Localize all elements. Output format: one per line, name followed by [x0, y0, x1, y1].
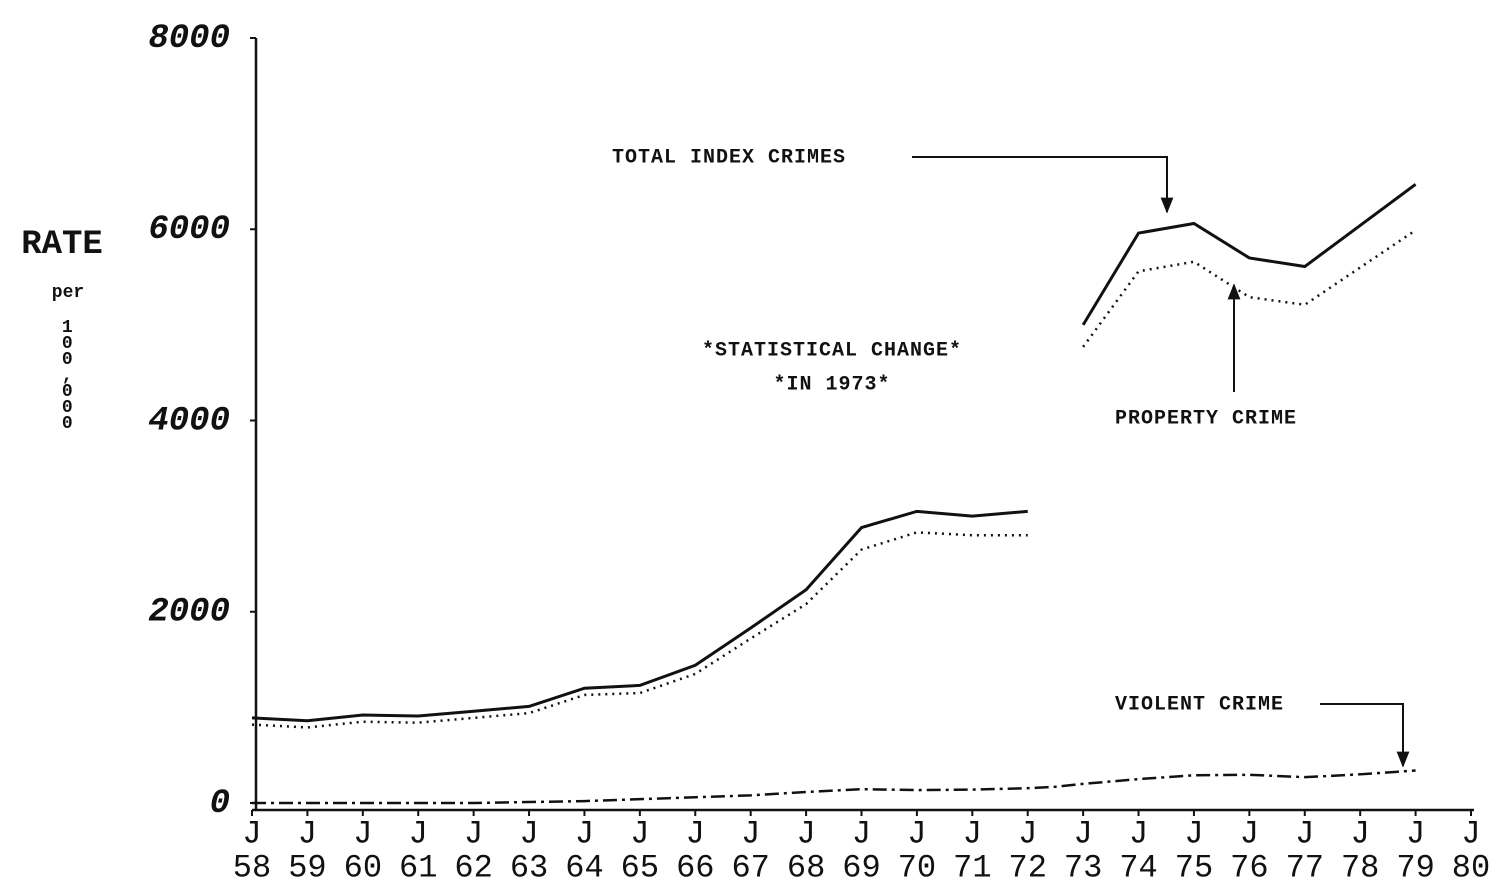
series-line: [251, 509, 1028, 723]
x-tick-prefix: J: [298, 815, 317, 852]
x-tick-prefix: J: [1129, 815, 1148, 852]
x-tick-prefix: J: [907, 815, 926, 852]
y-tick-label: 6000: [148, 211, 230, 249]
x-tick-prefix: J: [353, 815, 372, 852]
annotation: *IN 1973*: [773, 373, 890, 396]
x-tick-prefix: J: [796, 815, 815, 852]
x-tick-prefix: J: [630, 815, 649, 852]
series-line: [1082, 229, 1417, 348]
x-tick-label: 72: [1009, 849, 1047, 886]
x-tick-label: 62: [454, 849, 492, 886]
x-tick-label: 73: [1064, 849, 1102, 886]
series-line: [251, 531, 1028, 729]
x-tick-prefix: J: [575, 815, 594, 852]
y-tick-label: 4000: [148, 402, 230, 440]
y-axis-unit: 100,000: [57, 318, 77, 430]
x-tick-prefix: J: [1351, 815, 1370, 852]
x-tick-label: 58: [233, 849, 271, 886]
x-tick-label: 64: [565, 849, 603, 886]
x-tick-prefix: J: [686, 815, 705, 852]
annotation-arrow: [912, 156, 1174, 214]
x-tick-prefix: J: [1295, 815, 1314, 852]
x-tick-prefix: J: [1406, 815, 1425, 852]
x-tick-label: 80: [1452, 849, 1490, 886]
series-label: VIOLENT CRIME: [1115, 693, 1284, 716]
x-tick-label: 74: [1119, 849, 1157, 886]
x-tick-label: 76: [1230, 849, 1268, 886]
x-tick-prefix: J: [741, 815, 760, 852]
x-tick-prefix: J: [1240, 815, 1259, 852]
x-tick-prefix: J: [852, 815, 871, 852]
x-tick-label: 70: [898, 849, 936, 886]
x-tick-prefix: J: [409, 815, 428, 852]
x-tick-prefix: J: [963, 815, 982, 852]
x-tick-label: 67: [731, 849, 769, 886]
x-tick-label: 75: [1175, 849, 1213, 886]
y-tick-label: 2000: [148, 594, 230, 632]
y-tick-label: 0: [210, 785, 230, 823]
x-tick-prefix: J: [1018, 815, 1037, 852]
x-tick-label: 63: [510, 849, 548, 886]
annotation: *STATISTICAL CHANGE*: [702, 339, 962, 362]
x-tick-label: 79: [1396, 849, 1434, 886]
series-line: [252, 769, 1416, 805]
x-tick-label: 69: [842, 849, 880, 886]
series-label: TOTAL INDEX CRIMES: [612, 146, 846, 169]
x-tick-label: 71: [953, 849, 991, 886]
y-axis-label: RATE: [21, 226, 103, 264]
x-tick-prefix: J: [1461, 815, 1480, 852]
x-tick-prefix: J: [242, 815, 261, 852]
x-tick-label: 61: [399, 849, 437, 886]
x-tick-label: 59: [288, 849, 326, 886]
x-tick-label: 77: [1286, 849, 1324, 886]
x-tick-prefix: J: [464, 815, 483, 852]
series-line: [1081, 183, 1417, 326]
x-tick-label: 65: [621, 849, 659, 886]
x-tick-prefix: J: [1184, 815, 1203, 852]
x-tick-label: 66: [676, 849, 714, 886]
x-tick-label: 78: [1341, 849, 1379, 886]
y-axis-sublabel: per: [52, 283, 84, 303]
annotation-arrow: [1320, 703, 1410, 768]
x-tick-label: 68: [787, 849, 825, 886]
y-tick-label: 8000: [148, 20, 230, 58]
x-tick-prefix: J: [519, 815, 538, 852]
x-tick-label: 60: [344, 849, 382, 886]
x-tick-prefix: J: [1074, 815, 1093, 852]
series-label: PROPERTY CRIME: [1115, 407, 1297, 430]
